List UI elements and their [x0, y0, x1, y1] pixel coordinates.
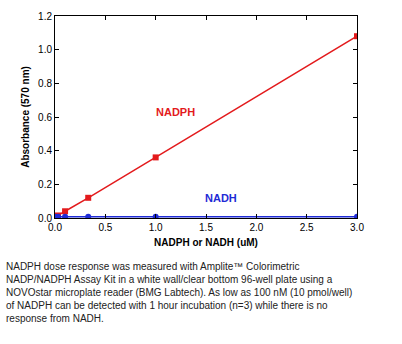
- svg-text:1.0: 1.0: [38, 44, 52, 55]
- svg-text:1.2: 1.2: [38, 11, 52, 22]
- svg-text:3.0: 3.0: [350, 222, 364, 233]
- svg-text:1.0: 1.0: [149, 222, 163, 233]
- svg-text:NADH: NADH: [205, 192, 237, 204]
- svg-text:NADPH or NADH (uM): NADPH or NADH (uM): [154, 237, 258, 248]
- svg-text:0.4: 0.4: [38, 145, 52, 156]
- svg-text:0.0: 0.0: [38, 213, 52, 224]
- svg-text:2.5: 2.5: [300, 222, 314, 233]
- html-text:of NADPH can be detected with: of NADPH can be detected with 1 hour inc…: [6, 300, 328, 311]
- svg-text:0.2: 0.2: [38, 179, 52, 190]
- svg-text:0.6: 0.6: [38, 112, 52, 123]
- html-text:NADPH dose response was measur: NADPH dose response was measured with Am…: [6, 261, 300, 272]
- html-text:NADP/NADPH Assay Kit in a whit: NADP/NADPH Assay Kit in a white wall/cle…: [6, 274, 333, 285]
- html-text:NOVOstar microplate reader (BM: NOVOstar microplate reader (BMG Labtech)…: [6, 287, 353, 298]
- svg-text:2.0: 2.0: [249, 222, 263, 233]
- svg-text:NADPH: NADPH: [156, 106, 195, 118]
- svg-text:0.0: 0.0: [48, 222, 62, 233]
- svg-text:Absorbance (570 nm): Absorbance (570 nm): [20, 66, 31, 168]
- svg-text:1.5: 1.5: [199, 222, 213, 233]
- svg-text:0.8: 0.8: [38, 78, 52, 89]
- svg-text:0.5: 0.5: [98, 222, 112, 233]
- html-text:response from NADH.: response from NADH.: [6, 313, 104, 324]
